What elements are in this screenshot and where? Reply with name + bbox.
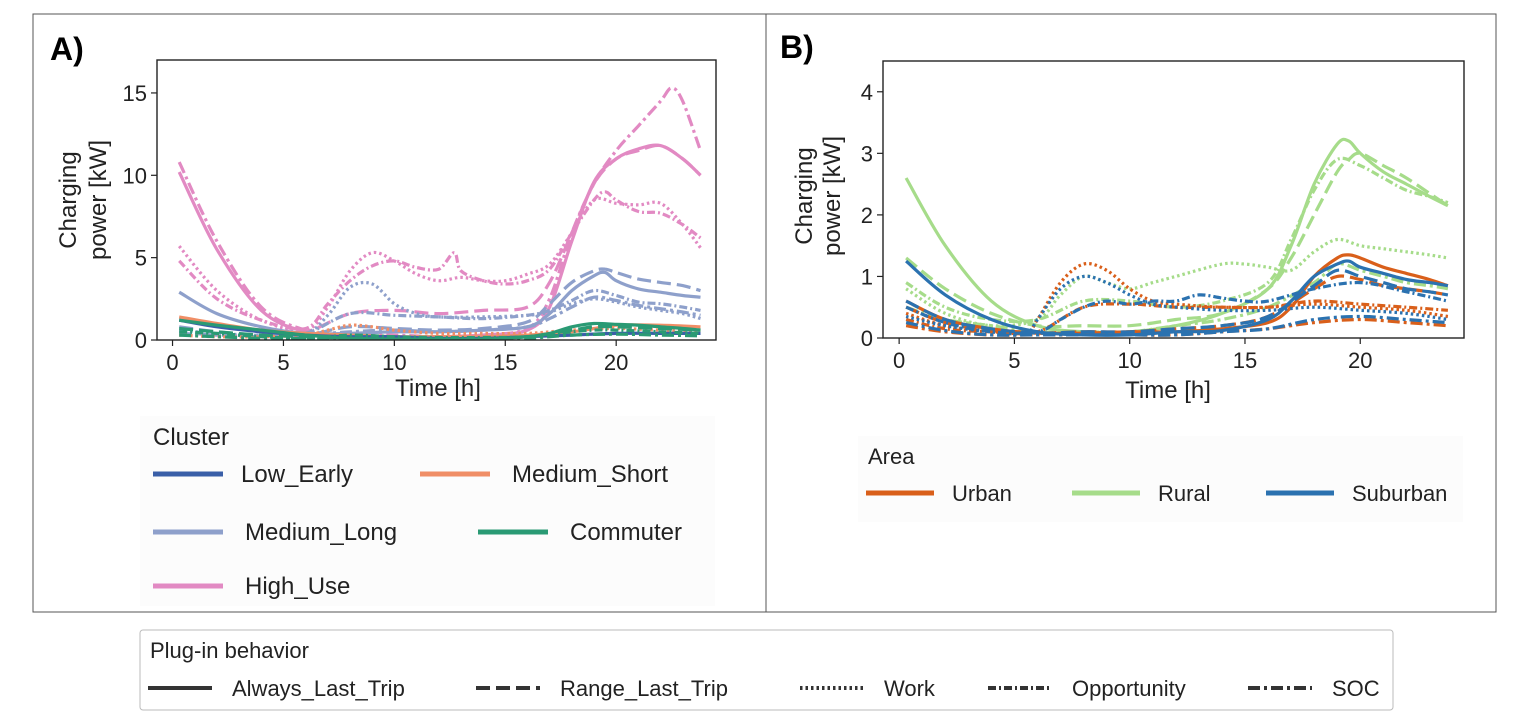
series-line-urban-work (905, 262, 1449, 336)
axes-frame (882, 60, 1465, 339)
y-axis-label-a-line1: Charging (55, 151, 82, 248)
panel-label-a: A) (50, 31, 84, 67)
series-line-high_use-soc (177, 86, 703, 339)
behavior-legend-title: Plug-in behavior (150, 638, 309, 663)
x-tick-label: 5 (1008, 348, 1020, 373)
behavior-label-work: Work (884, 676, 936, 701)
legend-title-b: Area (868, 444, 915, 469)
series-line-suburban-opportunity (905, 280, 1449, 335)
axes-frame (156, 59, 717, 341)
legend-label-high_use: High_Use (245, 573, 350, 600)
legend-label-urban: Urban (952, 481, 1012, 506)
legend-title-a: Cluster (153, 424, 229, 451)
legend-a: Low_Early Medium_Short Medium_Long Commuter… (153, 461, 682, 600)
legend-b: Urban Rural Suburban (866, 481, 1447, 506)
legend-box-b (858, 436, 1463, 522)
x-tick-label: 0 (893, 348, 905, 373)
behavior-legend-entries: Always_Last_Trip Range_Last_Trip Work Oppor… (148, 676, 1380, 701)
series-line-rural-work (905, 237, 1449, 328)
series-line-commuter-soc (179, 332, 701, 340)
plot-background (883, 61, 1464, 338)
x-axis-label-a: Time [h] (395, 375, 481, 402)
y-axis-label-b-line1: Charging (791, 147, 818, 244)
plot-area-b: 0 5 10 15 20 0 1 2 3 4 (861, 60, 1465, 373)
panel-frame-b (765, 13, 1497, 613)
series-line-suburban-work (905, 274, 1449, 336)
panel-label-b: B) (780, 29, 814, 65)
series-line-rural-opportunity (905, 156, 1449, 324)
legend-label-commuter: Commuter (570, 519, 682, 546)
y-tick-label: 10 (123, 163, 147, 188)
y-tick-label: 0 (135, 328, 147, 353)
behavior-legend-frame (139, 629, 1394, 711)
plot-background (157, 60, 716, 340)
series-line-rural-always_last_trip (904, 137, 1449, 335)
series-lines (904, 137, 1449, 337)
y-tick-label: 15 (123, 81, 147, 106)
y-tick-label: 4 (861, 80, 873, 105)
x-tick-label: 10 (1117, 348, 1141, 373)
legend-label-rural: Rural (1158, 481, 1211, 506)
legend-label-medium_long: Medium_Long (245, 519, 397, 546)
behavior-label-always_last_trip: Always_Last_Trip (232, 676, 405, 701)
series-line-high_use-work (177, 196, 702, 333)
x-tick-label: 10 (382, 350, 406, 375)
series-line-suburban-soc (905, 314, 1449, 337)
legend-box-a (140, 416, 715, 606)
y-tick-label: 5 (135, 246, 147, 271)
legend-label-low_early: Low_Early (241, 461, 353, 488)
series-line-medium_long-soc (179, 295, 701, 339)
behavior-label-soc: SOC (1332, 676, 1380, 701)
x-tick-label: 15 (1233, 348, 1257, 373)
x-tick-label: 20 (604, 350, 628, 375)
y-tick-label: 0 (861, 326, 873, 351)
panel-a: A) 0 5 10 15 20 0 5 10 15 Time [h] Charging powe… (50, 31, 717, 606)
behavior-label-range_last_trip: Range_Last_Trip (560, 676, 728, 701)
series-line-rural-soc (905, 262, 1449, 334)
series-line-high_use-opportunity (178, 190, 702, 331)
y-axis-label-b-line2: power [kW] (819, 136, 846, 256)
legend-label-medium_short: Medium_Short (512, 461, 668, 488)
x-tick-label: 20 (1348, 348, 1372, 373)
behavior-label-opportunity: Opportunity (1072, 676, 1186, 701)
y-axis-label-a-line2: power [kW] (85, 140, 112, 260)
y-tick-label: 1 (861, 264, 873, 289)
y-tick-label: 2 (861, 203, 873, 228)
legend-label-suburban: Suburban (1352, 481, 1447, 506)
x-axis-label-b: Time [h] (1125, 377, 1211, 404)
series-line-medium_short-work (179, 323, 701, 339)
x-tick-label: 0 (166, 350, 178, 375)
y-tick-label: 3 (861, 141, 873, 166)
panel-b: B) 0 5 10 15 20 0 1 2 3 4 Time [h] Charging power… (780, 29, 1465, 522)
behavior-legend: Plug-in behavior Always_Last_Trip Range_L… (139, 629, 1394, 711)
x-tick-label: 15 (493, 350, 517, 375)
x-tick-label: 5 (277, 350, 289, 375)
plot-area-a: 0 5 10 15 20 0 5 10 15 (123, 59, 717, 375)
series-line-high_use-range_last_trip (178, 143, 702, 335)
